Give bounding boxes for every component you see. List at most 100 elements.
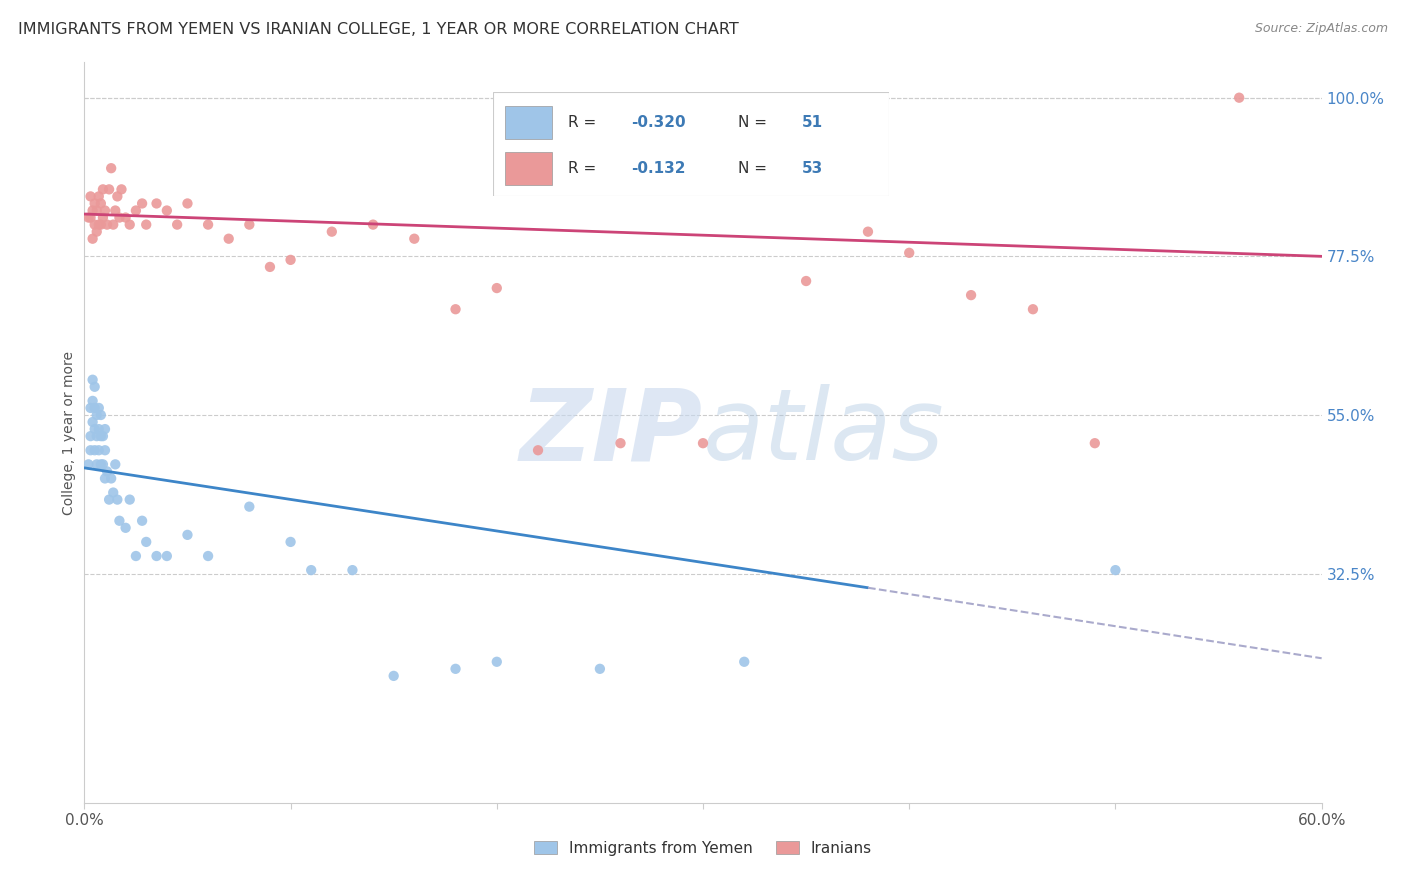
Point	[280, 535, 302, 549]
Point	[856, 225, 879, 239]
Point	[105, 189, 128, 203]
Point	[110, 182, 132, 196]
Point	[86, 225, 108, 239]
Point	[108, 514, 131, 528]
Point	[90, 429, 112, 443]
Point	[100, 471, 122, 485]
Point	[485, 655, 508, 669]
Point	[118, 218, 141, 232]
Point	[90, 408, 112, 422]
Point	[114, 211, 136, 225]
Point	[98, 182, 121, 196]
Point	[321, 225, 343, 239]
Y-axis label: College, 1 year or more: College, 1 year or more	[62, 351, 76, 515]
Point	[94, 203, 117, 218]
Point	[444, 302, 467, 317]
Point	[83, 380, 105, 394]
Point	[83, 401, 105, 415]
Point	[238, 500, 260, 514]
Text: IMMIGRANTS FROM YEMEN VS IRANIAN COLLEGE, 1 YEAR OR MORE CORRELATION CHART: IMMIGRANTS FROM YEMEN VS IRANIAN COLLEGE…	[18, 22, 740, 37]
Point	[87, 401, 110, 415]
Point	[299, 563, 322, 577]
Point	[86, 203, 108, 218]
Point	[485, 281, 508, 295]
Point	[91, 458, 114, 472]
Point	[692, 436, 714, 450]
Point	[404, 232, 426, 246]
Point	[105, 492, 128, 507]
Point	[96, 464, 118, 478]
Point	[87, 422, 110, 436]
Point	[86, 429, 108, 443]
Point	[91, 429, 114, 443]
Text: Source: ZipAtlas.com: Source: ZipAtlas.com	[1254, 22, 1388, 36]
Point	[104, 203, 127, 218]
Point	[609, 436, 631, 450]
Point	[90, 458, 112, 472]
Point	[218, 232, 240, 246]
Point	[733, 655, 755, 669]
Point	[90, 196, 112, 211]
Point	[82, 232, 104, 246]
Point	[83, 422, 105, 436]
Point	[156, 203, 179, 218]
Point	[103, 218, 125, 232]
Point	[82, 415, 104, 429]
Point	[589, 662, 612, 676]
Point	[135, 218, 157, 232]
Point	[794, 274, 817, 288]
Point	[77, 458, 100, 472]
Point	[86, 458, 108, 472]
Point	[83, 443, 105, 458]
Point	[87, 189, 110, 203]
Point	[176, 528, 198, 542]
Point	[125, 203, 148, 218]
Legend: Immigrants from Yemen, Iranians: Immigrants from Yemen, Iranians	[527, 835, 879, 862]
Text: ZIP: ZIP	[520, 384, 703, 481]
Point	[156, 549, 179, 563]
Point	[125, 549, 148, 563]
Point	[103, 485, 125, 500]
Point	[77, 211, 100, 225]
Point	[91, 182, 114, 196]
Point	[94, 471, 117, 485]
Point	[259, 260, 281, 274]
Point	[79, 189, 101, 203]
Point	[166, 218, 188, 232]
Point	[444, 662, 467, 676]
Point	[197, 549, 219, 563]
Point	[79, 429, 101, 443]
Point	[176, 196, 198, 211]
Point	[82, 373, 104, 387]
Point	[361, 218, 384, 232]
Point	[98, 492, 121, 507]
Point	[108, 211, 131, 225]
Point	[342, 563, 364, 577]
Point	[898, 245, 921, 260]
Point	[1227, 91, 1250, 105]
Point	[1084, 436, 1107, 450]
Point	[79, 443, 101, 458]
Point	[87, 218, 110, 232]
Point	[135, 535, 157, 549]
Point	[94, 443, 117, 458]
Point	[96, 218, 118, 232]
Point	[197, 218, 219, 232]
Point	[100, 161, 122, 176]
Point	[79, 401, 101, 415]
Point	[1104, 563, 1126, 577]
Point	[87, 443, 110, 458]
Point	[94, 422, 117, 436]
Point	[1022, 302, 1045, 317]
Point	[83, 196, 105, 211]
Point	[131, 196, 153, 211]
Point	[131, 514, 153, 528]
Point	[86, 408, 108, 422]
Point	[82, 203, 104, 218]
Point	[118, 492, 141, 507]
Point	[238, 218, 260, 232]
Point	[280, 252, 302, 267]
Point	[79, 211, 101, 225]
Point	[527, 443, 550, 458]
Point	[382, 669, 405, 683]
